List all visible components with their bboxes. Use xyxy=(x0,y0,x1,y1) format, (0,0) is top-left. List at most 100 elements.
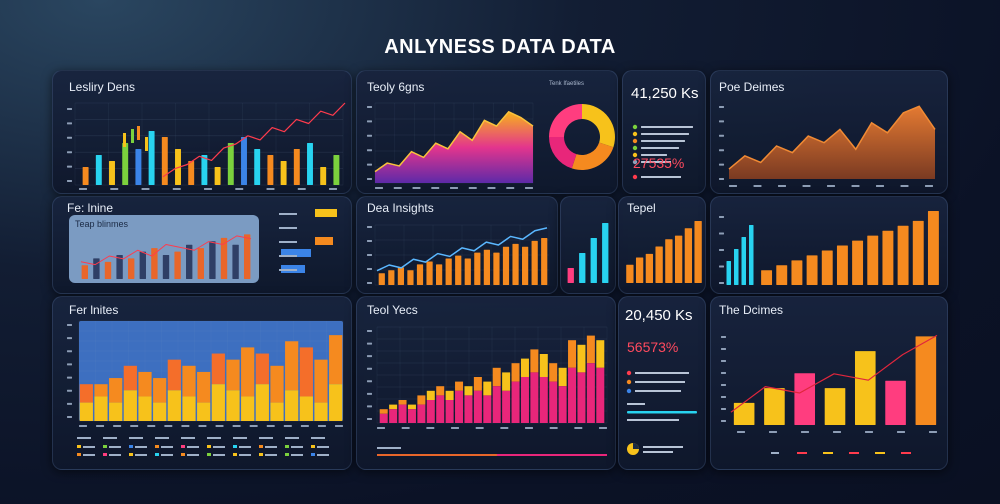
y-tick-label xyxy=(367,418,372,420)
bar xyxy=(502,372,511,391)
bar xyxy=(734,249,739,285)
bar xyxy=(749,225,754,285)
y-tick-label xyxy=(367,106,372,108)
bar xyxy=(378,273,385,285)
x-tick-label xyxy=(141,188,150,190)
bar xyxy=(79,402,93,421)
bar xyxy=(182,396,196,421)
bar xyxy=(549,363,558,382)
panel-title: Lesliry Dens xyxy=(69,80,136,94)
y-tick-label xyxy=(67,337,72,340)
chart-lesliry-dens xyxy=(67,102,346,190)
x-tick-label xyxy=(897,431,905,433)
panel-lesliry-dens[interactable]: Lesliry Dens xyxy=(52,70,352,194)
bar xyxy=(299,396,313,421)
x-tick-label xyxy=(232,425,241,427)
bar xyxy=(398,404,407,423)
y-tick-label xyxy=(367,405,372,408)
legend-label xyxy=(635,372,689,374)
x-tick-label xyxy=(215,425,224,427)
bar xyxy=(151,248,158,279)
panel-tepel[interactable]: Tepel xyxy=(618,196,706,294)
y-tick-label xyxy=(67,108,72,110)
legend-label xyxy=(161,454,173,456)
panel-dea-insights[interactable]: Dea Insights xyxy=(356,196,558,294)
chart-tepel xyxy=(626,221,702,283)
y-tick-label xyxy=(67,416,72,418)
candle xyxy=(145,137,148,151)
legend-swatch xyxy=(823,452,833,454)
bar xyxy=(109,161,115,185)
bar xyxy=(329,335,343,385)
panel-mini-cyan[interactable] xyxy=(560,196,616,294)
legend-label xyxy=(635,390,681,392)
panel-poe-deimes[interactable]: Poe Deimes xyxy=(710,70,948,194)
bar xyxy=(445,258,452,285)
chart-teol-yecs xyxy=(367,326,608,456)
chart-mini-cyan xyxy=(567,223,609,283)
bar xyxy=(436,386,445,396)
bar xyxy=(867,235,879,285)
y-tick-label xyxy=(721,360,726,362)
bar xyxy=(741,237,746,285)
bar xyxy=(806,255,818,285)
y-tick-label xyxy=(719,134,724,137)
x-tick-label xyxy=(729,185,737,187)
x-tick-label xyxy=(335,425,343,427)
bar xyxy=(109,378,123,403)
legend-label xyxy=(129,437,143,439)
panel-fer-lnites[interactable]: Fer lnites xyxy=(52,296,352,470)
bar xyxy=(293,149,300,185)
chart-fe-lnine xyxy=(80,209,337,279)
panel-kpi-41250[interactable]: 41,250 Ks 27535% xyxy=(622,70,706,194)
legend-label xyxy=(279,269,297,271)
bar xyxy=(502,246,510,285)
y-tick-label xyxy=(67,324,72,326)
legend-label xyxy=(213,446,225,448)
bar xyxy=(241,396,255,421)
y-tick-label xyxy=(67,363,72,366)
x-tick-label xyxy=(876,185,884,187)
x-tick-label xyxy=(753,185,762,187)
area-fill xyxy=(375,111,533,183)
x-tick-label xyxy=(506,187,515,189)
panel-teol-yecs[interactable]: Teol Yecs xyxy=(356,296,616,470)
bar xyxy=(761,270,773,285)
y-tick-label xyxy=(719,120,724,123)
bar xyxy=(153,378,167,403)
legend-swatch xyxy=(901,452,911,454)
x-tick-label xyxy=(525,427,533,429)
bar xyxy=(464,258,471,285)
panel-kpi-20450[interactable]: 20,450 Ks 56573% xyxy=(618,296,706,470)
x-tick-label xyxy=(412,187,421,189)
legend-label xyxy=(635,381,685,383)
legend-label xyxy=(233,437,247,439)
panel-the-dcimes[interactable]: The Dcimes xyxy=(710,296,948,470)
bar xyxy=(211,353,225,385)
panel-orange-growth[interactable] xyxy=(710,196,948,294)
bar xyxy=(577,344,586,373)
bar xyxy=(568,340,577,368)
legend-label xyxy=(641,176,681,178)
bar xyxy=(174,251,181,279)
bar xyxy=(226,390,240,421)
bar xyxy=(645,253,654,283)
bar xyxy=(270,365,284,403)
x-tick-label xyxy=(164,425,173,427)
x-tick-label xyxy=(851,185,860,187)
bar xyxy=(135,149,142,185)
panel-fe-lnine[interactable]: Fe: lnine Teap blinmes xyxy=(52,196,352,294)
legend-label xyxy=(259,437,273,439)
bar xyxy=(220,237,228,279)
chart-fer-lnites xyxy=(67,320,344,456)
panel-teoly-6gns[interactable]: Teoly 6gns Tenk Ifaetiles xyxy=(356,70,618,194)
bar xyxy=(241,347,255,397)
bar xyxy=(270,402,284,421)
x-tick-label xyxy=(737,431,745,433)
x-tick-label xyxy=(525,187,533,189)
bar xyxy=(398,400,407,405)
bar xyxy=(474,252,481,285)
y-tick-label xyxy=(67,389,72,392)
y-tick-label xyxy=(67,376,72,379)
bar xyxy=(329,384,343,421)
